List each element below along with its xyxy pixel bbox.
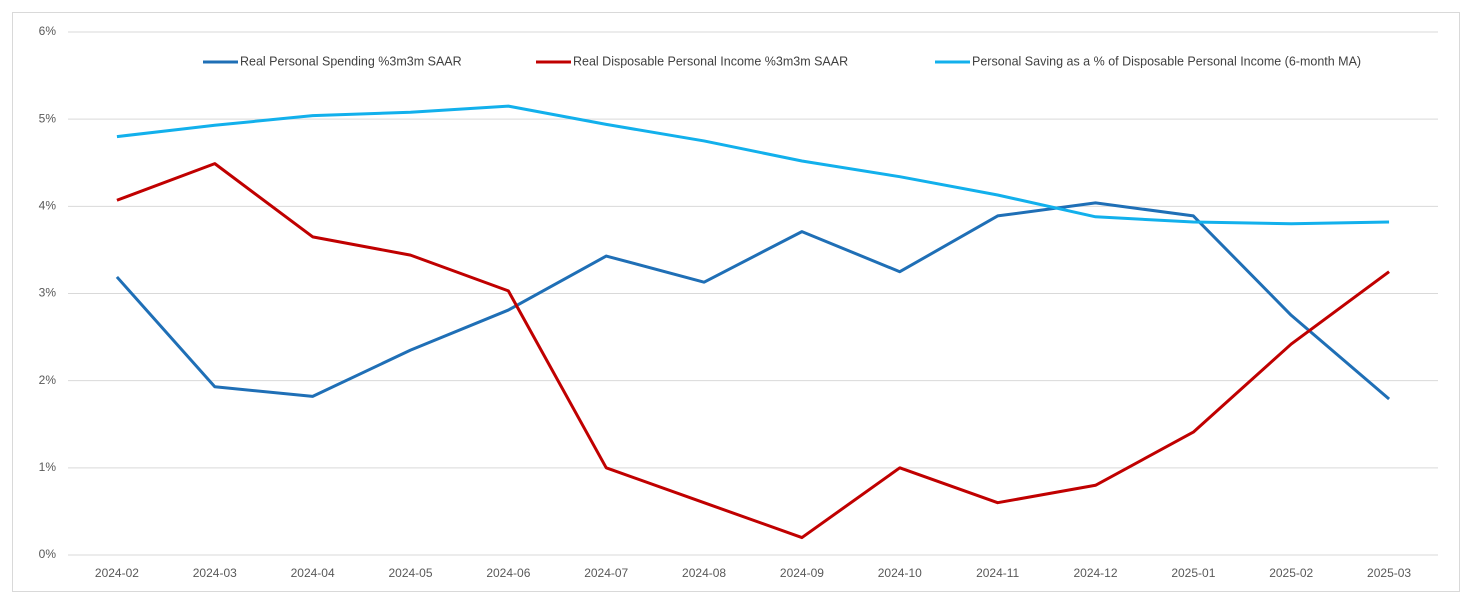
line-series — [115, 201, 1391, 401]
x-tick-label: 2024-05 — [388, 566, 432, 580]
x-tick-label: 2024-08 — [682, 566, 726, 580]
x-tick-label: 2024-04 — [291, 566, 335, 580]
y-tick-label: 6% — [39, 24, 57, 38]
legend: Real Personal Spending %3m3m SAAR Real Di… — [203, 54, 1361, 68]
legend-label: Real Personal Spending %3m3m SAAR — [240, 54, 462, 68]
x-tick-label: 2024-11 — [976, 566, 1019, 580]
legend-label: Real Disposable Personal Income %3m3m SA… — [573, 54, 848, 68]
y-tick-label: 1% — [39, 460, 57, 474]
y-tick-label: 5% — [39, 111, 57, 125]
y-tick-label: 4% — [39, 199, 57, 213]
line-series — [116, 162, 1390, 540]
x-tick-label: 2024-06 — [486, 566, 530, 580]
y-tick-label: 0% — [39, 547, 57, 561]
x-tick-label: 2024-02 — [95, 566, 139, 580]
x-tick-label: 2025-01 — [1171, 566, 1215, 580]
x-tick-label: 2024-10 — [878, 566, 922, 580]
y-tick-label: 2% — [39, 373, 57, 387]
x-tick-label: 2024-12 — [1073, 566, 1117, 580]
y-tick-label: 3% — [39, 286, 57, 300]
chart-border — [12, 12, 1460, 592]
x-tick-label: 2025-02 — [1269, 566, 1313, 580]
x-tick-label: 2024-03 — [193, 566, 237, 580]
x-tick-label: 2025-03 — [1367, 566, 1411, 580]
legend-label: Personal Saving as a % of Disposable Per… — [972, 54, 1361, 68]
x-tick-label: 2024-07 — [584, 566, 628, 580]
line-series — [116, 104, 1390, 226]
x-tick-label: 2024-09 — [780, 566, 824, 580]
